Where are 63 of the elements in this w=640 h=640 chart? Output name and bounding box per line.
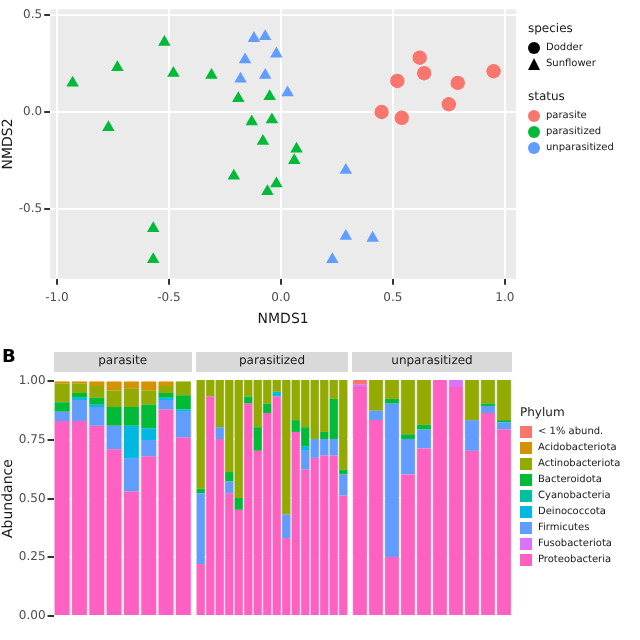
bar (123, 458, 139, 492)
bar (89, 397, 105, 405)
bar (385, 398, 399, 404)
point (416, 66, 432, 81)
bar (215, 427, 224, 439)
bar (449, 380, 463, 388)
point (261, 184, 274, 196)
bar (481, 405, 495, 414)
point (167, 66, 180, 77)
point (232, 91, 245, 103)
point (366, 230, 379, 242)
point (234, 71, 247, 83)
point (263, 89, 276, 101)
bar (72, 392, 87, 398)
bar (106, 425, 122, 450)
bar (417, 424, 431, 430)
bar (339, 474, 348, 496)
point (102, 120, 115, 132)
point (412, 50, 427, 65)
bar (234, 498, 243, 510)
point (158, 34, 171, 46)
point (146, 252, 160, 263)
point (339, 162, 353, 174)
point (288, 153, 301, 165)
point (258, 29, 272, 40)
point (390, 73, 405, 89)
point (441, 97, 457, 112)
point (66, 75, 79, 87)
point (326, 252, 339, 263)
point (256, 133, 270, 145)
bar (141, 439, 157, 457)
point (339, 228, 353, 240)
point (281, 85, 294, 97)
point (290, 141, 303, 153)
point (270, 46, 283, 58)
bar (225, 481, 234, 494)
point (111, 60, 124, 71)
bar (175, 411, 191, 438)
point (270, 176, 283, 188)
bar (196, 493, 205, 565)
point (238, 52, 252, 64)
point (227, 168, 241, 180)
point (205, 67, 218, 79)
bar (158, 399, 174, 410)
point (450, 75, 465, 91)
point (265, 112, 279, 124)
text: B (2, 348, 16, 368)
bar (225, 472, 234, 482)
point (394, 110, 409, 126)
point (146, 221, 160, 232)
bar (54, 402, 70, 412)
point (486, 64, 501, 79)
point (245, 114, 258, 126)
bar (253, 427, 262, 451)
bar (263, 403, 272, 414)
bar (282, 514, 291, 539)
bar (497, 422, 511, 430)
bar (272, 391, 281, 397)
point (374, 104, 389, 120)
bar (465, 420, 479, 451)
point (247, 31, 261, 42)
bar (244, 396, 253, 404)
point (258, 67, 272, 79)
